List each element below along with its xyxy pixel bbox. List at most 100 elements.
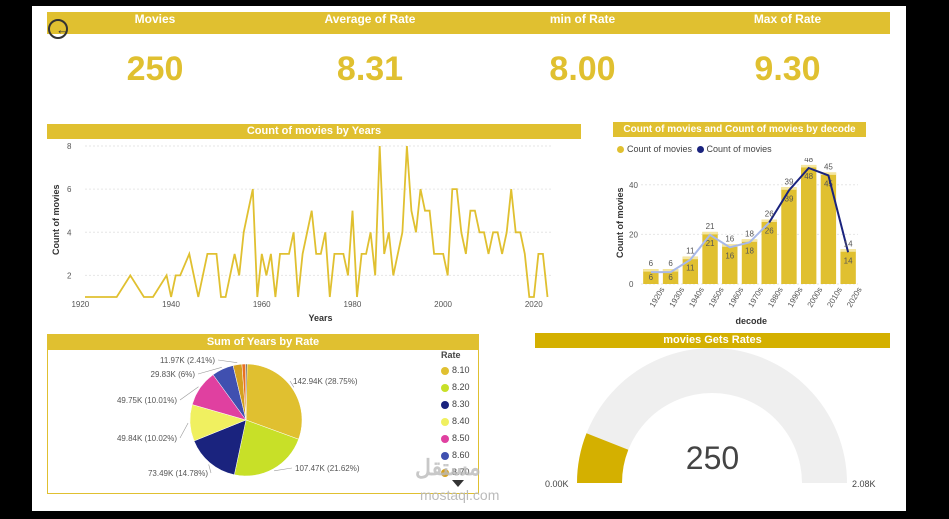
bar[interactable] <box>682 256 699 284</box>
scroll-down-icon[interactable] <box>452 480 464 487</box>
bar-cap <box>702 231 718 235</box>
legend-dot-icon <box>441 451 449 460</box>
legend-item-line[interactable]: Count of movies <box>696 144 772 154</box>
kpi-header-band <box>47 12 890 34</box>
pie-data-label: 29.83K (6%) <box>151 370 196 379</box>
bar-cap <box>722 244 738 247</box>
bar-data-label: 26 <box>765 227 774 236</box>
gauge-min-label: 0.00K <box>545 479 569 489</box>
line-chart[interactable]: 2 4 6 8 1920 1940 1960 1980 2000 2020 Years Count o… <box>47 140 581 325</box>
bar-cap <box>741 239 758 242</box>
bar-data-label: 6 <box>649 273 654 282</box>
x-tick-label: 2020s <box>845 286 864 309</box>
kpi-min-rate-label: min of Rate <box>549 12 616 26</box>
bar-data-label: 6 <box>668 273 673 282</box>
bar-data-label: 21 <box>706 239 715 248</box>
gauge-max-label: 2.08K <box>852 479 876 489</box>
line-series-light[interactable] <box>650 221 770 274</box>
x-tick-label: 1940 <box>162 300 180 309</box>
line-data-label: 18 <box>745 229 754 238</box>
pie-slice[interactable] <box>193 419 247 476</box>
report-canvas <box>32 6 906 511</box>
watermark-latin: mostaql.com <box>420 487 500 503</box>
pie-chart[interactable]: 142.94K (28.75%) 107.47K (21.62%) 73.49K (… <box>48 350 438 492</box>
kpi-avg-rate-value: 8.31 <box>336 50 404 88</box>
pie-slice[interactable] <box>245 363 248 421</box>
bar-data-label: 48 <box>804 172 813 181</box>
bar[interactable] <box>741 239 758 284</box>
combo-chart[interactable]: 0204061920s61930s111940s211950s161960s18… <box>613 158 875 328</box>
x-tick-label: 1960 <box>253 300 271 309</box>
x-tick-label: 1920s <box>648 286 667 309</box>
y-tick-label: 20 <box>629 230 638 239</box>
pie-slice[interactable] <box>234 419 299 477</box>
bar-data-label: 18 <box>745 246 754 255</box>
legend-dot-icon <box>441 434 449 443</box>
bar[interactable] <box>761 219 777 284</box>
pie-legend-item[interactable]: 8.10 <box>441 362 470 379</box>
pie-legend-item[interactable]: 8.50 <box>441 430 470 447</box>
x-tick-label: 2010s <box>825 286 844 309</box>
bar-data-label: 11 <box>686 264 695 273</box>
bar-cap <box>643 269 659 272</box>
watermark-arabic: مستقل <box>415 455 481 480</box>
pie-legend-item[interactable]: 8.60 <box>441 447 470 464</box>
bar[interactable] <box>781 187 797 284</box>
bar[interactable] <box>722 244 738 284</box>
line-chart-title: Count of movies by Years <box>47 124 581 139</box>
pie-leader-line <box>274 467 293 472</box>
line-series-dark[interactable] <box>768 166 850 253</box>
gauge-chart[interactable] <box>535 348 890 493</box>
line-data-label: 39 <box>785 177 794 186</box>
pie-leader-line <box>289 380 295 388</box>
legend-item-bar[interactable]: Count of movies <box>617 144 692 154</box>
line-data-label: 6 <box>668 259 673 268</box>
pie-leader-line <box>197 367 222 375</box>
y-axis-title: Count of movies <box>615 187 625 258</box>
bar[interactable] <box>840 249 856 284</box>
x-tick-label: 1940s <box>687 286 706 309</box>
bar-data-label: 14 <box>844 256 853 265</box>
pie-legend-item[interactable]: 8.70 <box>441 464 470 481</box>
kpi-max-rate-label: Max of Rate <box>753 12 822 26</box>
y-tick-label: 8 <box>67 142 72 151</box>
bar[interactable] <box>800 164 817 284</box>
bar[interactable] <box>702 231 718 284</box>
legend-dot-yellow <box>617 146 624 154</box>
pie-data-label: 11.97K (2.41%) <box>160 356 215 365</box>
legend-dot-icon <box>441 417 449 426</box>
kpi-max-rate-value: 9.30 <box>754 50 821 88</box>
y-tick-label: 2 <box>67 271 72 280</box>
pie-legend-label: 8.40 <box>452 416 470 426</box>
pie-legend-label: 8.60 <box>452 450 470 460</box>
pie-legend-item[interactable]: 8.30 <box>441 396 470 413</box>
x-tick-label: 1980s <box>766 286 785 309</box>
combo-chart-title: Count of movies and Count of movies by d… <box>613 122 866 137</box>
legend-label-line: Count of movies <box>706 144 772 154</box>
back-arrow-icon[interactable]: ← <box>48 19 69 39</box>
pie-legend-label: 8.10 <box>452 365 470 375</box>
bar-cap <box>662 269 679 272</box>
pie-slice[interactable] <box>245 363 303 440</box>
x-tick-label: 1970s <box>746 286 765 309</box>
legend-dot-icon <box>441 366 449 375</box>
line-data-label: 14 <box>844 239 853 248</box>
kpi-avg-rate-label: Average of Rate <box>324 12 416 26</box>
y-tick-label: 40 <box>629 181 638 190</box>
pie-data-label: 142.94K (28.75%) <box>293 377 358 386</box>
gauge-value: 250 <box>685 440 740 476</box>
x-tick-label: 1960s <box>727 286 746 309</box>
series-line[interactable] <box>85 145 549 298</box>
gauge-track <box>577 348 847 483</box>
bar-cap <box>781 187 797 190</box>
bar-data-label: 45 <box>824 179 833 188</box>
pie-leader-line <box>217 359 238 363</box>
pie-leader-line <box>179 422 189 439</box>
bar-cap <box>682 256 699 260</box>
pie-legend-item[interactable]: 8.20 <box>441 379 470 396</box>
legend-dot-icon <box>441 383 449 392</box>
bar[interactable] <box>820 172 837 284</box>
pie-legend-title: Rate <box>441 350 461 360</box>
line-data-label: 45 <box>824 162 833 171</box>
pie-legend-item[interactable]: 8.40 <box>441 413 470 430</box>
